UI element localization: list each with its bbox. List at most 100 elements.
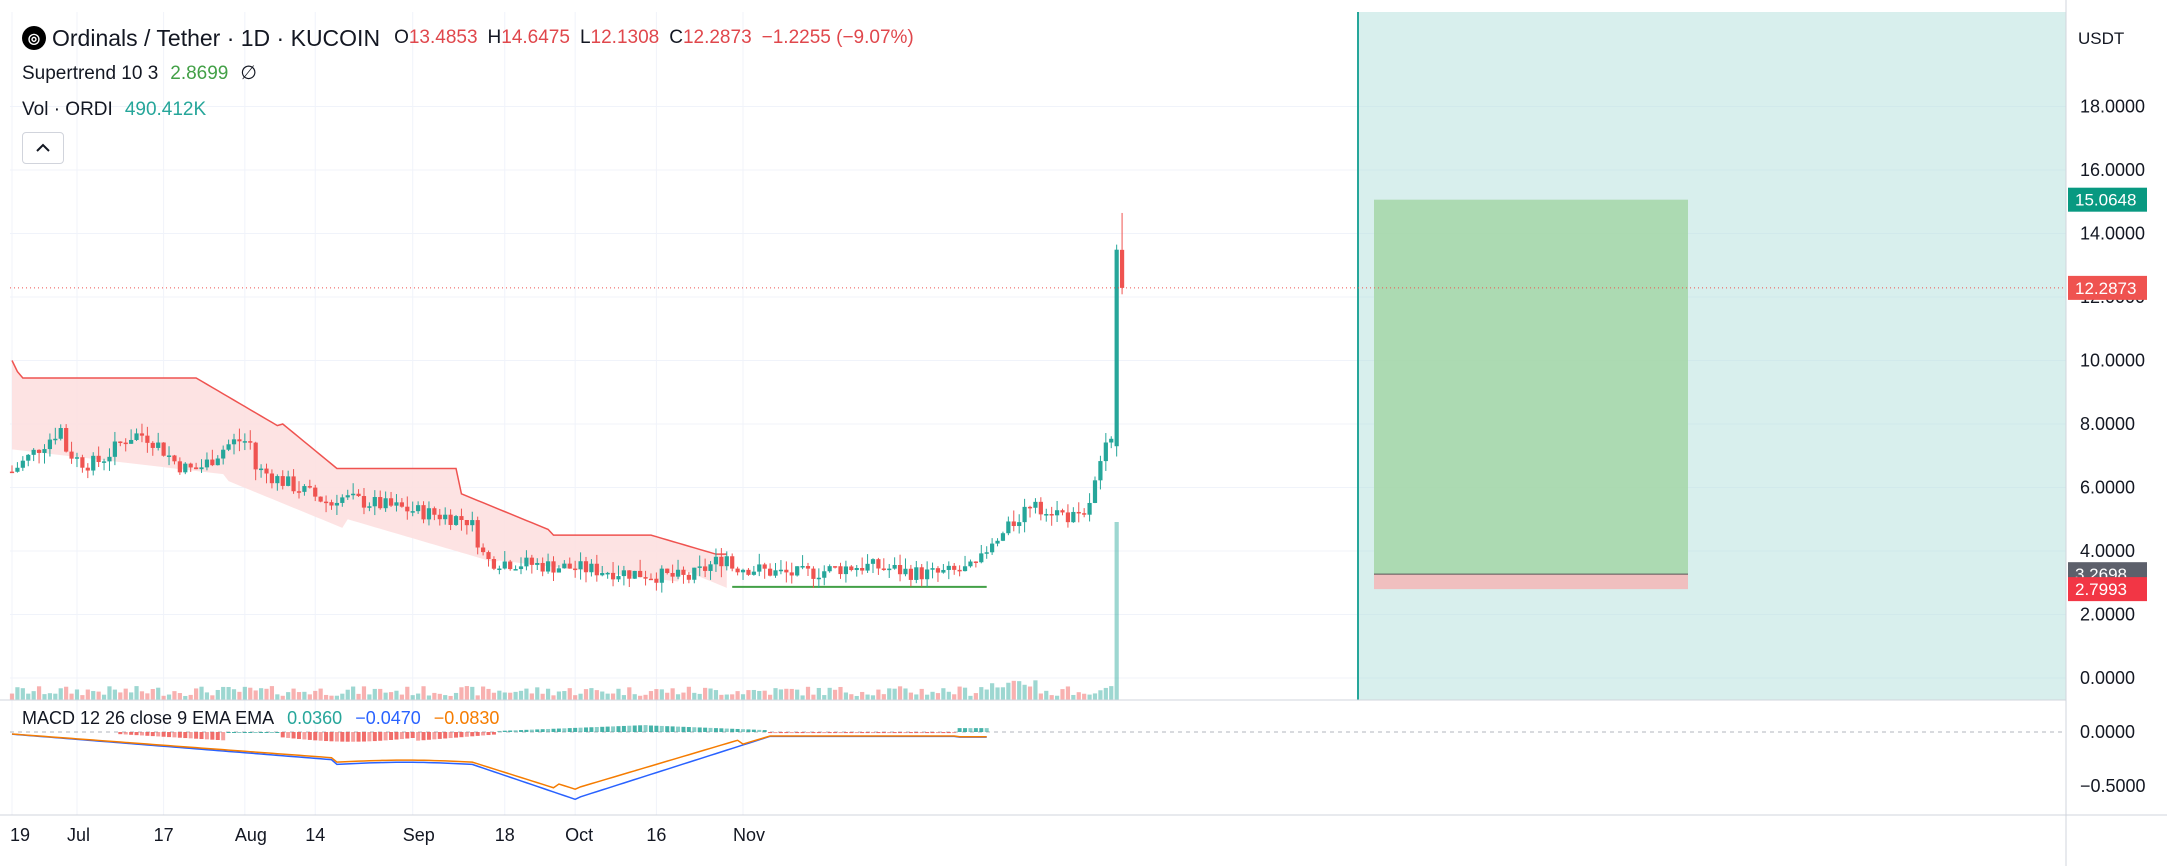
candle[interactable] [973,561,978,564]
candle[interactable] [941,569,946,573]
candle[interactable] [437,514,442,520]
candle[interactable] [1087,502,1092,515]
candle[interactable] [1071,511,1076,523]
candle[interactable] [730,556,735,569]
candle[interactable] [166,455,172,457]
candle[interactable] [643,577,648,579]
candle[interactable] [990,543,995,553]
candle[interactable] [870,559,876,564]
candle[interactable] [578,561,583,570]
candle[interactable] [475,520,480,548]
candle[interactable] [416,505,421,512]
candle[interactable] [156,442,161,448]
candle[interactable] [838,566,843,575]
candle[interactable] [735,568,740,573]
candle[interactable] [448,514,453,525]
candle[interactable] [654,578,659,583]
candle[interactable] [237,439,242,442]
candle[interactable] [1017,522,1022,527]
candle[interactable] [323,501,329,504]
supertrend-line[interactable] [11,360,727,555]
candle[interactable] [1038,501,1043,515]
candle[interactable] [659,568,664,583]
supertrend-row[interactable]: Supertrend 10 3 2.8699 ∅ [22,56,914,92]
candle[interactable] [800,566,805,568]
candle[interactable] [313,487,318,497]
candle[interactable] [773,570,778,576]
volume-row[interactable]: Vol · ORDI 490.412K [22,92,914,128]
candle[interactable] [443,514,448,520]
candle[interactable] [1082,513,1087,515]
candle[interactable] [529,557,534,565]
candle[interactable] [681,569,686,575]
candle[interactable] [150,442,155,448]
candle[interactable] [952,565,957,570]
candle[interactable] [432,508,437,515]
candle[interactable] [172,455,177,462]
candle[interactable] [361,496,367,508]
candle[interactable] [1109,438,1114,443]
candle[interactable] [832,566,838,568]
candle[interactable] [627,570,632,579]
candle[interactable] [453,516,459,525]
candle[interactable] [610,572,616,580]
candle[interactable] [210,459,215,466]
candle[interactable] [573,568,578,571]
candle[interactable] [42,449,47,453]
candle[interactable] [134,433,139,440]
candle[interactable] [199,467,204,470]
candle[interactable] [827,566,832,572]
candle[interactable] [497,568,502,571]
candle[interactable] [849,566,854,571]
candle[interactable] [935,568,941,573]
candle[interactable] [280,476,285,486]
candle[interactable] [984,552,989,554]
candle[interactable] [242,441,247,443]
candle[interactable] [860,567,865,571]
candle[interactable] [1119,249,1125,288]
candle[interactable] [524,557,529,567]
candle[interactable] [1049,514,1054,516]
candle[interactable] [58,428,63,439]
symbol-title[interactable]: Ordinals / Tether · 1D · KUCOIN [52,25,381,51]
candle[interactable] [85,467,90,471]
candle[interactable] [648,578,654,581]
candle[interactable] [64,428,69,452]
candle[interactable] [1006,521,1011,534]
candle[interactable] [1033,501,1038,508]
candle[interactable] [112,441,117,457]
candle[interactable] [367,506,372,508]
candle[interactable] [887,568,892,571]
candle[interactable] [908,568,913,580]
candle[interactable] [459,516,464,521]
candle[interactable] [962,566,968,572]
candle[interactable] [275,476,280,484]
candle[interactable] [589,563,594,573]
candle[interactable] [426,508,432,520]
candle[interactable] [513,569,518,571]
candle[interactable] [231,439,237,445]
candle[interactable] [616,576,621,580]
collapse-legend-button[interactable] [22,132,64,164]
candle[interactable] [946,565,951,570]
candle[interactable] [925,569,930,580]
candle[interactable] [329,502,334,506]
macd-signal-line[interactable] [11,733,987,790]
macd-legend[interactable]: MACD 12 26 close 9 EMA EMA 0.0360 −0.047… [22,708,499,729]
candle[interactable] [486,552,491,560]
candle[interactable] [708,564,713,571]
candle[interactable] [351,493,356,496]
candle[interactable] [876,559,881,569]
candle[interactable] [692,567,697,580]
candle[interactable] [665,568,670,573]
candle[interactable] [746,569,751,575]
candle[interactable] [686,574,691,580]
candle[interactable] [930,568,935,570]
candle[interactable] [762,564,767,569]
candle[interactable] [226,444,231,450]
candle[interactable] [778,569,784,572]
candle[interactable] [784,569,789,573]
candle[interactable] [1044,514,1049,516]
candle[interactable] [139,433,145,436]
